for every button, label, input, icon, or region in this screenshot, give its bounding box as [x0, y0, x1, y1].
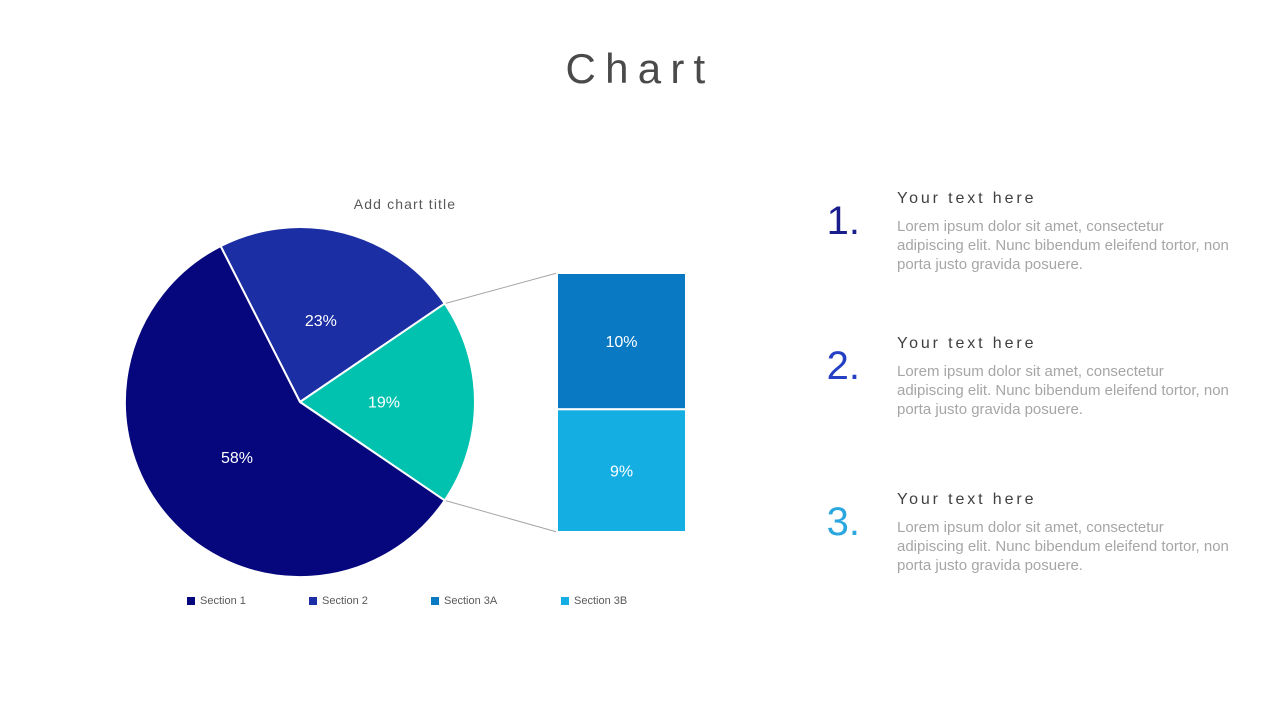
legend-item-section-1: Section 1 [187, 595, 246, 607]
item-content: Your text here Lorem ipsum dolor sit ame… [897, 335, 1240, 419]
item-body: Lorem ipsum dolor sit amet, consectetur … [897, 218, 1229, 273]
legend-label: Section 2 [322, 595, 368, 607]
pie-data-label: 23% [305, 313, 337, 330]
bar-data-label: 10% [605, 334, 637, 351]
bar-segment-section-3a [556, 272, 687, 411]
text-item-3: 3. Your text here Lorem ipsum dolor sit … [810, 491, 1240, 575]
legend-swatch [431, 597, 439, 605]
item-heading: Your text here [897, 190, 1037, 207]
pie-of-pie-chart: 23% 19% 58% 10% 9% [124, 226, 687, 579]
bar-segment-section-3b [556, 408, 687, 533]
pie-slice-section-1 [124, 245, 446, 579]
legend-item-section-3b: Section 3B [561, 595, 627, 607]
connector-line-top [444, 272, 558, 305]
legend-label: Section 1 [200, 595, 246, 607]
chart-legend: Section 1 Section 2 Section 3A Section 3B [0, 595, 760, 615]
item-heading: Your text here [897, 335, 1037, 352]
item-number: 1. [826, 199, 860, 243]
legend-label: Section 3A [444, 595, 498, 607]
pie-slice-section-3 [299, 302, 476, 502]
text-item-1: 1. Your text here Lorem ipsum dolor sit … [810, 190, 1240, 274]
item-content: Your text here Lorem ipsum dolor sit ame… [897, 491, 1240, 575]
legend-swatch [561, 597, 569, 605]
item-body: Lorem ipsum dolor sit amet, consectetur … [897, 363, 1229, 418]
pie-data-label: 19% [368, 395, 400, 412]
legend-item-section-2: Section 2 [309, 595, 368, 607]
item-content: Your text here Lorem ipsum dolor sit ame… [897, 190, 1240, 274]
pie-slice-section-2 [219, 226, 446, 403]
pie-data-label: 58% [221, 450, 253, 467]
connector-line-bottom [444, 499, 558, 533]
legend-swatch [187, 597, 195, 605]
legend-item-section-3a: Section 3A [431, 595, 497, 607]
item-number: 3. [826, 500, 860, 544]
bar-data-label: 9% [610, 463, 633, 480]
item-body: Lorem ipsum dolor sit amet, consectetur … [897, 519, 1229, 574]
item-heading: Your text here [897, 491, 1037, 508]
chart-title: Add chart title [353, 196, 457, 212]
legend-swatch [309, 597, 317, 605]
text-item-2: 2. Your text here Lorem ipsum dolor sit … [810, 335, 1240, 419]
item-number: 2. [826, 344, 860, 388]
legend-label: Section 3B [574, 595, 628, 607]
slide-title: Chart [565, 45, 715, 92]
